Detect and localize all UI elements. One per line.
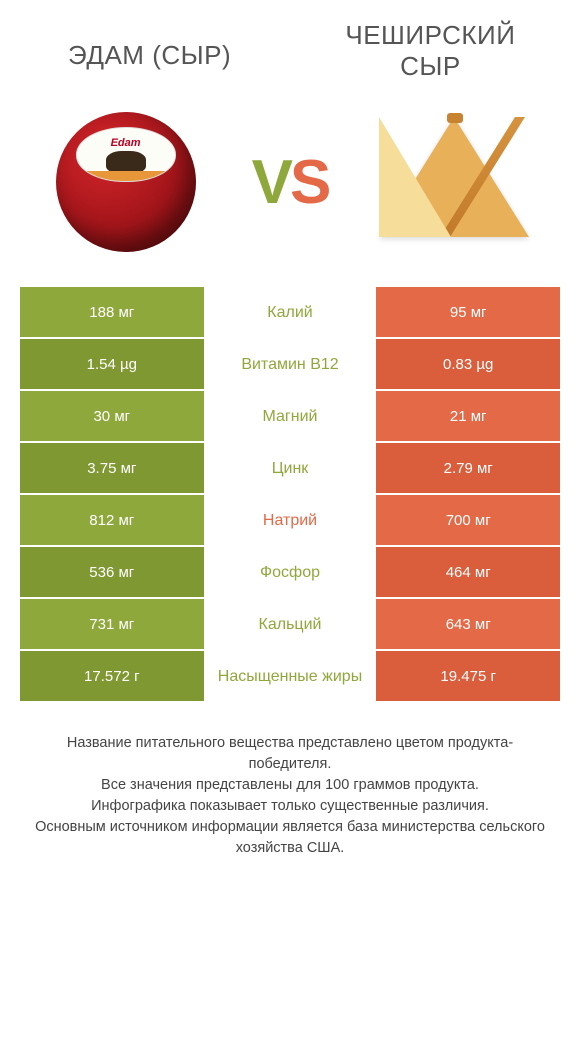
nutrient-label: Насыщенные жиры: [204, 651, 377, 703]
value-left: 1.54 µg: [20, 339, 204, 391]
value-left: 17.572 г: [20, 651, 204, 703]
title-right-line2: СЫР: [301, 51, 560, 82]
title-right-wrap: ЧЕШИРСКИЙ СЫР: [301, 20, 560, 82]
footer-notes: Название питательного вещества представл…: [20, 733, 560, 859]
title-left-wrap: ЭДАМ (СЫР): [20, 20, 279, 71]
value-left: 30 мг: [20, 391, 204, 443]
value-left: 812 мг: [20, 495, 204, 547]
nutrient-label: Натрий: [204, 495, 377, 547]
table-row: 536 мгФосфор464 мг: [20, 547, 560, 599]
vs-s: S: [290, 148, 328, 217]
header: ЭДАМ (СЫР) ЧЕШИРСКИЙ СЫР: [20, 20, 560, 82]
footer-line: Название питательного вещества представл…: [30, 733, 550, 775]
value-right: 700 мг: [376, 495, 560, 547]
table-row: 731 мгКальций643 мг: [20, 599, 560, 651]
footer-line: Все значения представлены для 100 граммо…: [30, 775, 550, 796]
value-right: 19.475 г: [376, 651, 560, 703]
table-row: 812 мгНатрий700 мг: [20, 495, 560, 547]
value-right: 95 мг: [376, 287, 560, 339]
title-right-line1: ЧЕШИРСКИЙ: [301, 20, 560, 51]
value-left: 731 мг: [20, 599, 204, 651]
vs-v: V: [252, 148, 290, 217]
table-row: 188 мгКалий95 мг: [20, 287, 560, 339]
nutrient-label: Витамин B12: [204, 339, 377, 391]
value-right: 21 мг: [376, 391, 560, 443]
comparison-table: 188 мгКалий95 мг1.54 µgВитамин B120.83 µ…: [20, 287, 560, 703]
title-left: ЭДАМ (СЫР): [20, 40, 279, 71]
nutrient-label: Фосфор: [204, 547, 377, 599]
value-left: 3.75 мг: [20, 443, 204, 495]
value-right: 643 мг: [376, 599, 560, 651]
value-right: 0.83 µg: [376, 339, 560, 391]
value-right: 2.79 мг: [376, 443, 560, 495]
table-row: 1.54 µgВитамин B120.83 µg: [20, 339, 560, 391]
vs-label: VS: [252, 147, 329, 218]
table-row: 17.572 гНасыщенные жиры19.475 г: [20, 651, 560, 703]
edam-cheese-icon: Edam: [51, 107, 201, 257]
nutrient-label: Магний: [204, 391, 377, 443]
value-left: 188 мг: [20, 287, 204, 339]
nutrient-label: Калий: [204, 287, 377, 339]
footer-line: Инфографика показывает только существенн…: [30, 796, 550, 817]
nutrient-label: Кальций: [204, 599, 377, 651]
table-row: 30 мгМагний21 мг: [20, 391, 560, 443]
value-left: 536 мг: [20, 547, 204, 599]
images-row: Edam VS: [20, 97, 560, 267]
nutrient-label: Цинк: [204, 443, 377, 495]
cheshire-image: [369, 97, 539, 267]
footer-line: Основным источником информации является …: [30, 817, 550, 859]
table-row: 3.75 мгЦинк2.79 мг: [20, 443, 560, 495]
cheshire-cheese-icon: [369, 107, 539, 257]
edam-image: Edam: [41, 97, 211, 267]
value-right: 464 мг: [376, 547, 560, 599]
